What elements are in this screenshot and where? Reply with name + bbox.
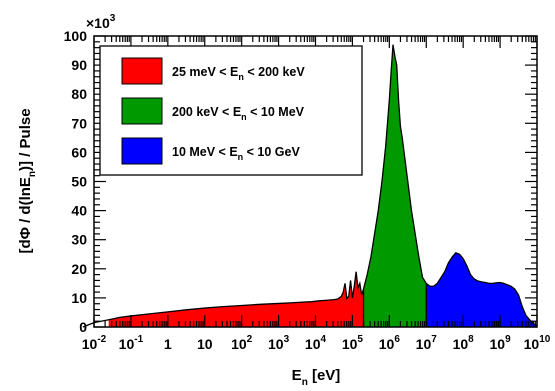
x-tick-label: 1010 [524, 334, 551, 352]
x-tick-label: 10 [197, 336, 213, 352]
x-tick-label: 107 [416, 334, 438, 352]
x-tick-label: 109 [490, 334, 512, 352]
y-tick-label: 40 [71, 203, 87, 219]
y-tick-label: 100 [64, 28, 88, 44]
y-tick-label: 50 [71, 174, 87, 190]
legend-label-2: 200 keV < En < 10 MeV [172, 105, 305, 122]
y-tick-label: 0 [79, 319, 87, 335]
legend-label-3: 10 MeV < En < 10 GeV [172, 145, 300, 162]
x-tick-label: 10-1 [119, 334, 144, 352]
legend-swatch-3 [121, 137, 163, 165]
x-tick-label: 106 [379, 334, 401, 352]
y-tick-label: 20 [71, 261, 87, 277]
axis-layer: 0 10 20 30 40 50 60 70 80 90 100 10-2 10-1 1 10 102 103 1… [64, 13, 551, 352]
y-multiplier: ×103 [86, 13, 116, 31]
legend-swatch-1 [121, 57, 163, 85]
y-tick-label: 60 [71, 144, 87, 160]
x-tick-label: 1 [164, 336, 172, 352]
y-tick-label: 10 [71, 290, 87, 306]
x-tick-label: 10-2 [82, 334, 107, 352]
series-area-2 [363, 44, 427, 327]
series-area-1 [108, 271, 364, 327]
y-tick-label: 70 [71, 115, 87, 131]
x-tick-label: 104 [305, 334, 327, 352]
y-tick-label: 90 [71, 57, 87, 73]
legend-label-1: 25 meV < En < 200 keV [172, 65, 305, 82]
x-axis-title: En [eV] [292, 367, 341, 388]
legend: 25 meV < En < 200 keV 200 keV < En < 10 M… [99, 45, 363, 176]
y-axis-title: [dΦ / d(lnEn)] / Pulse [17, 108, 38, 253]
x-tick-label: 103 [268, 334, 290, 352]
legend-swatch-2 [121, 97, 163, 125]
series-area-3 [426, 252, 537, 327]
x-tick-label: 102 [231, 334, 253, 352]
y-tick-label: 80 [71, 86, 87, 102]
axis-label-layer: En [eV] [dΦ / d(lnEn)] / Pulse [17, 108, 340, 388]
spectrum-outline [82, 44, 538, 328]
x-tick-label: 105 [342, 334, 364, 352]
x-tick-label: 108 [453, 334, 475, 352]
y-tick-label: 30 [71, 232, 87, 248]
